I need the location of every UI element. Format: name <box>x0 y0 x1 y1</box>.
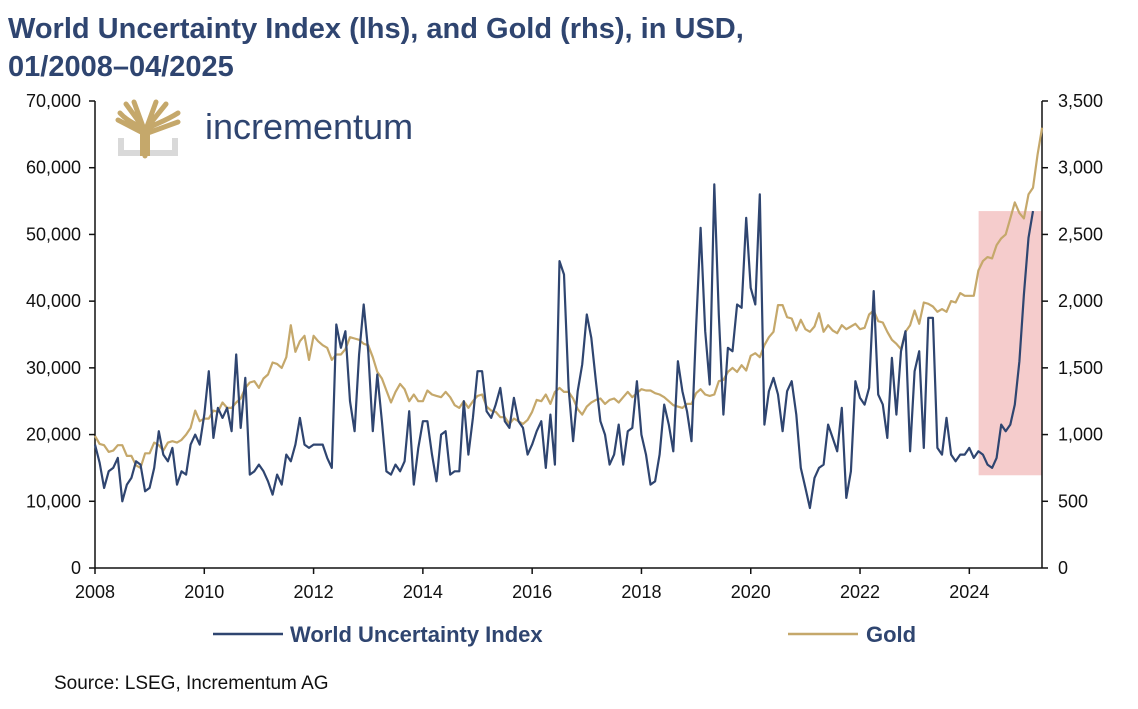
x-tick-label: 2020 <box>731 582 771 602</box>
y-right-tick-label: 1,500 <box>1058 358 1103 378</box>
x-tick-label: 2010 <box>184 582 224 602</box>
y-left-tick-label: 30,000 <box>26 358 81 378</box>
axes-layer <box>89 100 1048 574</box>
y-right-tick-label: 2,000 <box>1058 291 1103 311</box>
logo: incrementum <box>115 99 413 159</box>
legend: World Uncertainty Index Gold <box>213 622 916 647</box>
chart-title-line-2: 01/2008–04/2025 <box>8 51 234 83</box>
chart-title-line-1: World Uncertainty Index (lhs), and Gold … <box>8 13 744 45</box>
x-tick-label: 2024 <box>949 582 989 602</box>
y-left-tick-label: 70,000 <box>26 91 81 111</box>
y-left-tick-label: 60,000 <box>26 158 81 178</box>
legend-label-wui: World Uncertainty Index <box>290 622 543 647</box>
highlight-layer <box>978 211 1042 476</box>
series-line-gold <box>94 127 1044 469</box>
tick-label-layer: 0 10,000 20,000 30,000 40,000 50,000 60,000 70,… <box>26 91 1103 602</box>
x-tick-label: 2016 <box>512 582 552 602</box>
legend-label-gold: Gold <box>866 622 916 647</box>
highlight-box <box>978 211 1042 476</box>
logo-text: incrementum <box>205 106 413 147</box>
x-tick-label: 2012 <box>294 582 334 602</box>
y-right-tick-label: 3,500 <box>1058 91 1103 111</box>
y-right-tick-label: 2,500 <box>1058 224 1103 244</box>
tree-icon <box>115 99 181 159</box>
y-left-tick-label: 50,000 <box>26 224 81 244</box>
series-line-world-uncertainty-index <box>93 183 1035 510</box>
y-right-tick-label: 1,000 <box>1058 425 1103 445</box>
source-note: Source: LSEG, Incrementum AG <box>54 673 329 694</box>
y-left-tick-label: 20,000 <box>26 425 81 445</box>
series-layer <box>93 127 1044 510</box>
y-left-tick-label: 10,000 <box>26 491 81 511</box>
y-right-tick-label: 3,000 <box>1058 158 1103 178</box>
y-right-tick-label: 0 <box>1058 558 1068 578</box>
x-tick-label: 2008 <box>75 582 115 602</box>
x-tick-label: 2022 <box>840 582 880 602</box>
y-left-tick-label: 40,000 <box>26 291 81 311</box>
x-tick-label: 2014 <box>403 582 443 602</box>
chart-title: World Uncertainty Index (lhs), and Gold … <box>8 10 1108 86</box>
y-left-tick-label: 0 <box>71 558 81 578</box>
y-right-tick-label: 500 <box>1058 491 1088 511</box>
x-tick-label: 2018 <box>621 582 661 602</box>
